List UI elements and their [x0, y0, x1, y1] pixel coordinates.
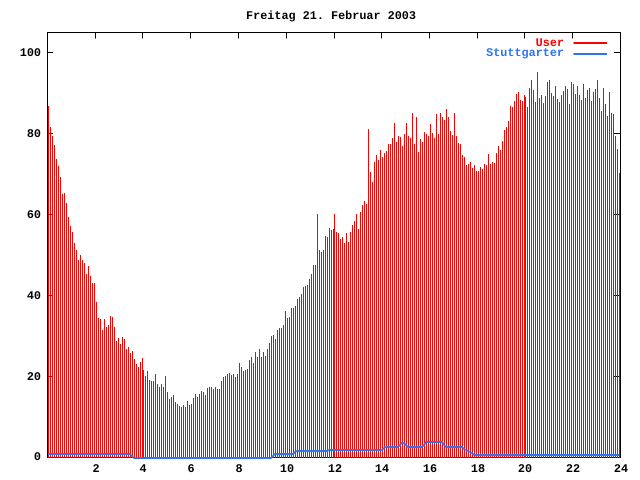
svg-text:20: 20 [27, 370, 41, 384]
svg-text:20: 20 [518, 462, 532, 476]
svg-text:Freitag 21. Februar 2003: Freitag 21. Februar 2003 [246, 9, 416, 23]
svg-text:6: 6 [187, 462, 194, 476]
svg-text:0: 0 [34, 450, 41, 464]
svg-text:12: 12 [328, 462, 342, 476]
svg-text:18: 18 [471, 462, 485, 476]
svg-text:22: 22 [566, 462, 580, 476]
svg-text:60: 60 [27, 208, 41, 222]
svg-text:40: 40 [27, 289, 41, 303]
svg-text:80: 80 [27, 127, 41, 141]
svg-text:2: 2 [92, 462, 99, 476]
svg-text:10: 10 [280, 462, 294, 476]
svg-text:24: 24 [614, 462, 628, 476]
svg-text:100: 100 [20, 46, 41, 60]
svg-text:User: User [536, 36, 564, 50]
svg-text:Stuttgarter: Stuttgarter [486, 46, 564, 60]
svg-text:8: 8 [235, 462, 242, 476]
svg-text:4: 4 [139, 462, 146, 476]
svg-text:14: 14 [375, 462, 389, 476]
svg-text:16: 16 [423, 462, 437, 476]
